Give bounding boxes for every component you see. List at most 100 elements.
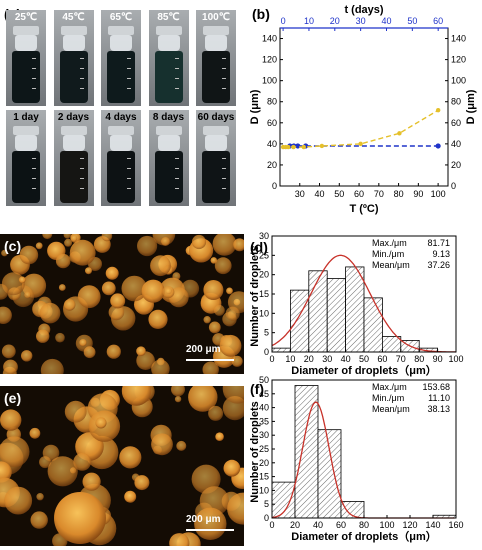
micrograph-c: 200 μm: [0, 234, 244, 374]
vial-scale-tick: [222, 178, 226, 179]
vial-photo: 60 days: [196, 110, 236, 206]
vial-liquid: [12, 151, 40, 203]
x-tick-label: 70: [374, 189, 384, 199]
x-tick-label: 100: [448, 354, 463, 364]
vial-label: 2 days: [57, 112, 90, 123]
droplet: [21, 350, 33, 362]
droplet: [35, 242, 43, 250]
histogram-bar: [363, 297, 383, 353]
droplet: [64, 238, 73, 247]
droplet: [225, 306, 240, 321]
vial-scale-tick: [79, 188, 84, 189]
y-tick-label: 25: [259, 444, 269, 454]
y-tick-label: 50: [259, 375, 269, 385]
droplet: [203, 316, 211, 324]
series-line-1: [283, 109, 439, 148]
droplet: [208, 405, 224, 421]
vial-scale-tick: [174, 178, 179, 179]
stat-label: Mean/μm: [372, 260, 410, 270]
vial-scale-tick: [32, 88, 36, 89]
series-point-1: [286, 144, 291, 150]
droplet: [4, 486, 33, 515]
vial-label: 45℃: [62, 12, 85, 23]
vial-scale-tick: [127, 88, 131, 89]
vial-liquid: [12, 51, 40, 103]
x-tick-label: 160: [448, 520, 463, 530]
y-axis-label: Number of droplets: [249, 245, 261, 346]
y-tick-label: 5: [264, 328, 269, 338]
droplet: [19, 245, 39, 265]
vial-glass: [205, 135, 227, 151]
vial-photo: 4 days: [101, 110, 141, 206]
y-tick-label: 40: [267, 139, 277, 149]
histogram-bar: [345, 266, 365, 353]
x-axis-label: T (ºC): [349, 203, 378, 215]
vial-scale-tick: [222, 78, 226, 79]
vial-glass: [15, 35, 37, 51]
droplet: [63, 234, 71, 239]
droplet: [210, 257, 218, 264]
chart-f: 0 5 10 15 20 25 30 35 40 45 50 0 20 40 60 80 100 120 140 16…: [249, 375, 464, 543]
vial-scale-tick: [79, 58, 84, 59]
droplet: [188, 386, 218, 412]
y-tick-label: 15: [259, 289, 269, 299]
droplet: [0, 436, 30, 467]
gaussian-fit-line: [271, 254, 457, 353]
droplet: [101, 281, 116, 296]
x-tick-label: 50: [334, 189, 344, 199]
droplet: [0, 283, 9, 300]
x-tick-label: 100: [379, 520, 394, 530]
droplet: [1, 344, 16, 359]
vial-scale-tick: [127, 168, 131, 169]
x-tick-label: 80: [414, 354, 424, 364]
vial-liquid: [202, 151, 230, 203]
droplet: [151, 433, 173, 456]
vial-cap: [13, 126, 39, 135]
x-tick-label: 60: [336, 520, 346, 530]
droplet: [208, 321, 221, 334]
vial-label: 100℃: [202, 12, 230, 23]
droplet: [150, 255, 171, 277]
droplet: [58, 284, 66, 291]
y2-tick-label: 60: [451, 118, 461, 128]
vial-scale-tick: [127, 68, 131, 69]
vial-scale-tick: [79, 78, 84, 79]
droplet: [69, 239, 96, 266]
vial-cap: [60, 26, 87, 35]
vial-glass: [62, 135, 85, 151]
vial-scale-tick: [222, 58, 226, 59]
vial-label: 8 days: [152, 112, 185, 123]
x-tick-label: 70: [396, 354, 406, 364]
vial-scale-tick: [32, 188, 36, 189]
vial-scale-tick: [222, 188, 226, 189]
y-tick-label: 30: [259, 430, 269, 440]
x-tick-label: 120: [402, 520, 417, 530]
histogram-bar: [271, 347, 291, 353]
droplet: [194, 507, 227, 540]
x-axis-label: Diameter of droplets（μm）: [291, 530, 436, 543]
vial-scale-tick: [79, 178, 84, 179]
y2-tick-label: 0: [451, 181, 456, 191]
series-point-1: [358, 141, 363, 147]
droplet: [55, 332, 65, 343]
droplet: [1, 249, 8, 257]
vial-label: 25℃: [14, 12, 38, 23]
y-tick-label: 30: [259, 231, 269, 241]
y-tick-label: 35: [259, 416, 269, 426]
x2-tick-label: 30: [356, 16, 366, 26]
vial-scale-tick: [32, 68, 36, 69]
droplet: [64, 400, 87, 423]
x2-tick-label: 50: [407, 16, 417, 26]
stat-value: 9.13: [432, 249, 450, 259]
y2-tick-label: 40: [451, 139, 461, 149]
vial-photo: 45℃: [53, 10, 94, 106]
vial-scale-tick: [32, 158, 36, 159]
droplet: [226, 287, 233, 295]
vial-glass: [110, 135, 132, 151]
x2-tick-label: 60: [433, 16, 443, 26]
vial-label: 4 days: [105, 112, 137, 123]
x-tick-label: 60: [354, 189, 364, 199]
vial-scale-tick: [127, 78, 131, 79]
droplet: [121, 275, 148, 302]
x2-axis-label: t (days): [344, 4, 383, 16]
